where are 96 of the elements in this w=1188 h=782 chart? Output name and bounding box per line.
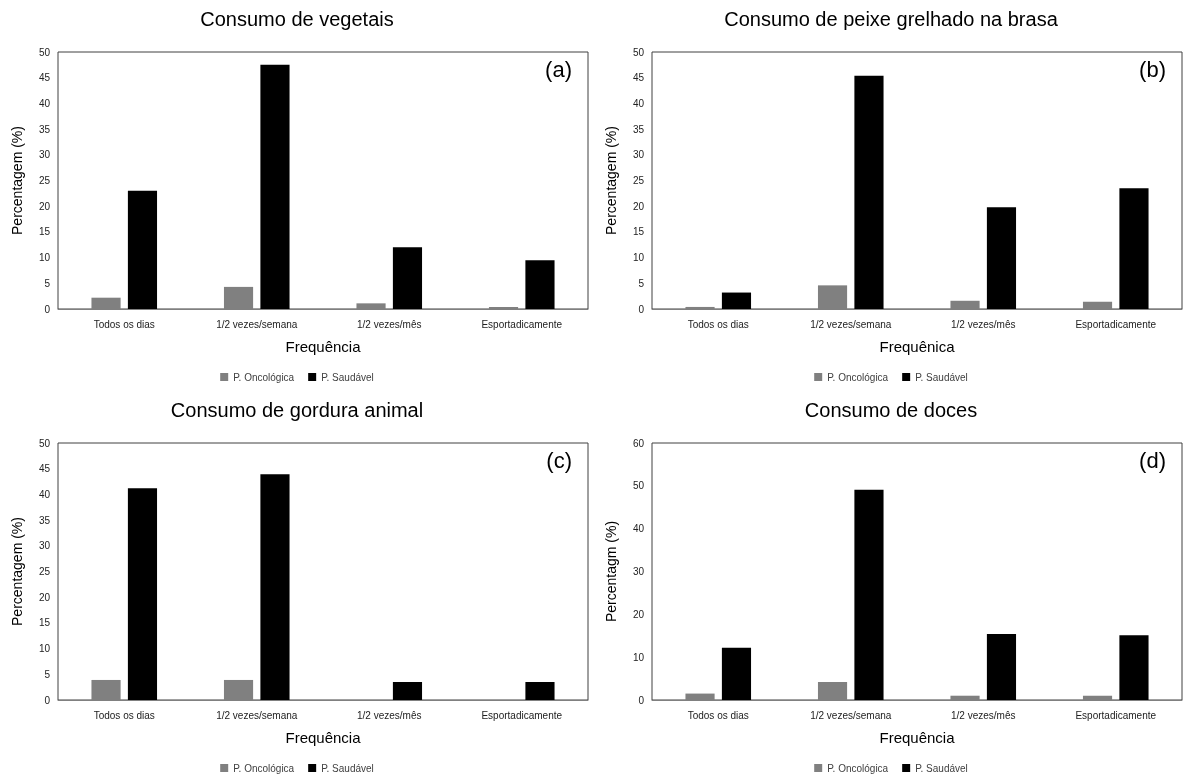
bar bbox=[1119, 188, 1149, 309]
y-axis-title: Percentagem (%) bbox=[9, 126, 25, 235]
annotation: (c) bbox=[546, 447, 572, 473]
y-tick-label: 35 bbox=[38, 123, 51, 135]
x-tick-label: 1/2 vezes/mês bbox=[951, 709, 1016, 721]
y-tick-label: 40 bbox=[38, 97, 51, 109]
bar bbox=[392, 682, 423, 700]
y-tick-label: 35 bbox=[632, 123, 645, 135]
y-tick-label: 45 bbox=[38, 463, 51, 475]
x-tick-label: 1/2 vezes/mês bbox=[951, 318, 1016, 330]
x-tick-label: Todos os dias bbox=[687, 318, 749, 330]
y-tick-label: 50 bbox=[632, 480, 645, 492]
y-tick-label: 50 bbox=[38, 437, 51, 449]
x-axis-title: Frequência bbox=[879, 729, 956, 746]
bar bbox=[260, 474, 290, 700]
y-tick-label: 20 bbox=[632, 608, 645, 620]
y-axis-title: Percentagem (%) bbox=[603, 126, 619, 235]
bar bbox=[392, 247, 423, 309]
x-axis-title: Frequência bbox=[285, 338, 362, 355]
y-tick-label: 30 bbox=[632, 566, 645, 577]
y-tick-label: 50 bbox=[38, 46, 51, 58]
y-tick-label: 20 bbox=[38, 591, 51, 603]
y-tick-label: 15 bbox=[38, 617, 51, 629]
y-tick-label: 10 bbox=[632, 252, 645, 264]
bar bbox=[525, 682, 555, 700]
y-tick-label: 15 bbox=[632, 226, 645, 238]
bar bbox=[986, 634, 1017, 700]
y-tick-label: 25 bbox=[38, 175, 51, 186]
annotation: (b) bbox=[1139, 56, 1166, 82]
chart-title: Consumo de peixe grelhado na brasa bbox=[724, 8, 1059, 30]
legend-label: P. Saudável bbox=[321, 762, 374, 774]
y-tick-label: 45 bbox=[38, 72, 51, 84]
bar bbox=[721, 292, 752, 309]
x-tick-label: 1/2 vezes/semana bbox=[810, 318, 892, 330]
y-tick-label: 10 bbox=[632, 651, 645, 663]
chart-title: Consumo de vegetais bbox=[200, 8, 394, 30]
x-tick-label: Esportadicamente bbox=[1075, 318, 1157, 330]
x-tick-label: Todos os dias bbox=[93, 709, 155, 721]
y-tick-label: 15 bbox=[38, 226, 51, 238]
y-tick-label: 30 bbox=[632, 149, 645, 161]
legend-label: P. Oncológica bbox=[233, 371, 295, 383]
y-tick-label: 0 bbox=[638, 694, 645, 706]
y-tick-label: 10 bbox=[38, 643, 51, 655]
legend-label: P. Oncológica bbox=[827, 371, 889, 383]
x-tick-label: Todos os dias bbox=[687, 709, 749, 721]
x-tick-label: Todos os dias bbox=[93, 318, 155, 330]
x-axis-title: Frequência bbox=[285, 729, 362, 746]
y-tick-label: 40 bbox=[632, 523, 645, 535]
y-tick-label: 40 bbox=[632, 97, 645, 109]
bar bbox=[127, 488, 158, 700]
bar bbox=[986, 207, 1017, 309]
bar bbox=[127, 190, 158, 309]
chart-title: Consumo de doces bbox=[804, 399, 978, 421]
y-tick-label: 30 bbox=[38, 540, 51, 552]
y-tick-label: 5 bbox=[44, 277, 51, 289]
y-tick-label: 20 bbox=[38, 200, 51, 212]
legend-label: P. Saudável bbox=[915, 371, 968, 383]
chart-title: Consumo de gordura animal bbox=[170, 399, 424, 421]
x-tick-label: 1/2 vezes/semana bbox=[216, 709, 298, 721]
y-tick-label: 45 bbox=[632, 72, 645, 84]
legend-label: P. Saudável bbox=[915, 762, 968, 774]
y-tick-label: 5 bbox=[44, 668, 51, 680]
x-axis-title: Frequênica bbox=[879, 338, 956, 355]
y-tick-label: 0 bbox=[44, 694, 51, 706]
x-tick-label: Esportadicamente bbox=[481, 709, 563, 721]
legend-label: P. Oncológica bbox=[233, 762, 295, 774]
x-tick-label: 1/2 vezes/semana bbox=[810, 709, 892, 721]
y-tick-label: 10 bbox=[38, 252, 51, 264]
annotation: (a) bbox=[545, 56, 572, 82]
y-tick-label: 5 bbox=[638, 277, 645, 289]
y-tick-label: 20 bbox=[632, 200, 645, 212]
y-tick-label: 60 bbox=[632, 437, 645, 449]
y-tick-label: 35 bbox=[38, 514, 51, 526]
bar bbox=[260, 64, 290, 309]
y-tick-label: 30 bbox=[38, 149, 51, 161]
y-tick-label: 50 bbox=[632, 46, 645, 58]
bar bbox=[1119, 635, 1149, 700]
bar bbox=[525, 260, 555, 309]
x-tick-label: Esportadicamente bbox=[481, 318, 563, 330]
x-tick-label: 1/2 vezes/mês bbox=[357, 709, 422, 721]
y-axis-title: Percentagem (%) bbox=[9, 517, 25, 626]
annotation: (d) bbox=[1139, 447, 1166, 473]
x-tick-label: 1/2 vezes/semana bbox=[216, 318, 298, 330]
bar bbox=[721, 647, 752, 700]
y-tick-label: 25 bbox=[632, 175, 645, 186]
y-tick-label: 40 bbox=[38, 488, 51, 500]
bar bbox=[854, 489, 884, 700]
x-tick-label: Esportadicamente bbox=[1075, 709, 1157, 721]
y-tick-label: 0 bbox=[638, 303, 645, 315]
legend-label: P. Oncológica bbox=[827, 762, 889, 774]
x-tick-label: 1/2 vezes/mês bbox=[357, 318, 422, 330]
y-tick-label: 0 bbox=[44, 303, 51, 315]
bar bbox=[854, 75, 884, 309]
y-axis-title: Percentagm (%) bbox=[603, 520, 619, 623]
legend-label: P. Saudável bbox=[321, 371, 374, 383]
y-tick-label: 25 bbox=[38, 566, 51, 577]
